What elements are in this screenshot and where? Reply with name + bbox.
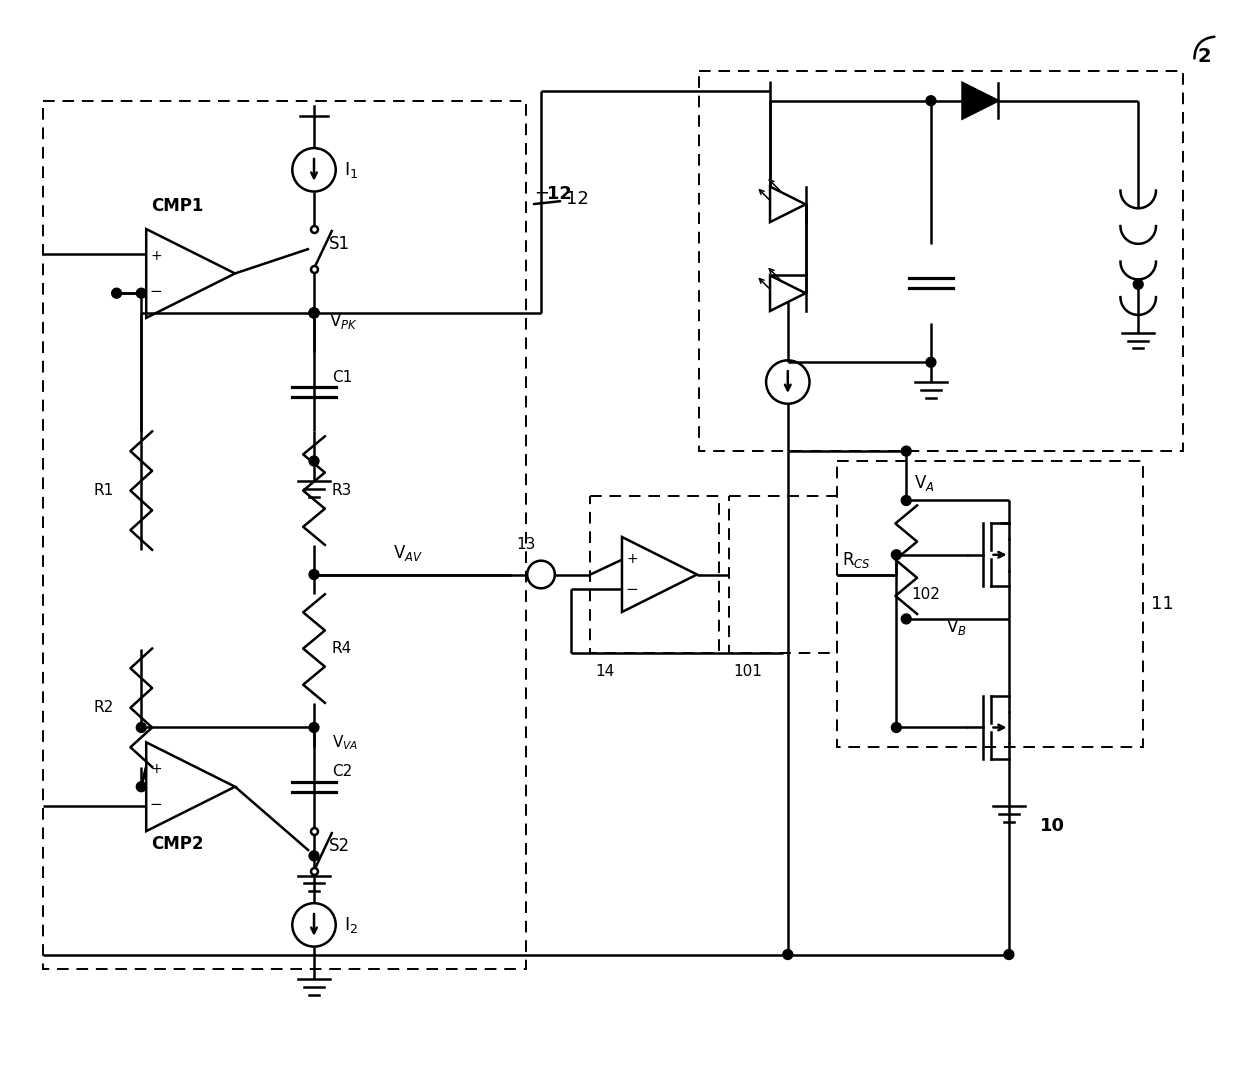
Text: 13: 13 [516, 538, 536, 553]
Circle shape [309, 456, 319, 466]
Text: 12: 12 [534, 190, 589, 208]
Text: 10: 10 [1039, 818, 1064, 835]
Text: 101: 101 [734, 664, 763, 679]
Bar [837, 461, 1143, 747]
Text: R1: R1 [94, 483, 114, 498]
Text: V$_{VA}$: V$_{VA}$ [332, 733, 358, 752]
Circle shape [926, 357, 936, 367]
Text: CMP2: CMP2 [151, 835, 203, 853]
Text: V$_B$: V$_B$ [946, 617, 966, 636]
Circle shape [901, 446, 911, 456]
Circle shape [309, 851, 319, 861]
Circle shape [136, 782, 146, 792]
Bar [590, 496, 719, 653]
Text: 11: 11 [1151, 596, 1174, 613]
Text: −: − [150, 797, 162, 812]
Text: CMP1: CMP1 [151, 197, 203, 216]
Text: S1: S1 [329, 235, 350, 253]
Polygon shape [770, 276, 806, 311]
Polygon shape [770, 187, 806, 222]
Text: ─12: ─12 [536, 186, 572, 204]
Text: −: − [150, 283, 162, 298]
Text: S2: S2 [329, 837, 350, 855]
Text: R4: R4 [332, 641, 352, 656]
Text: I$_1$: I$_1$ [343, 160, 358, 180]
Text: R$_{CS}$: R$_{CS}$ [842, 549, 870, 570]
Text: C1: C1 [332, 369, 352, 384]
Circle shape [901, 614, 911, 623]
Circle shape [309, 722, 319, 733]
Circle shape [782, 950, 792, 959]
Text: +: + [626, 553, 637, 567]
Text: +: + [150, 249, 162, 263]
Bar [42, 101, 526, 969]
Circle shape [892, 722, 901, 733]
Circle shape [112, 289, 122, 298]
Text: V$_A$: V$_A$ [914, 473, 935, 493]
Text: R2: R2 [94, 701, 114, 716]
Circle shape [136, 289, 146, 298]
Circle shape [926, 95, 936, 105]
Text: C2: C2 [332, 764, 352, 779]
Text: 102: 102 [911, 587, 940, 602]
Circle shape [901, 496, 911, 505]
Bar [699, 71, 1183, 451]
Text: 2: 2 [1198, 47, 1211, 65]
Text: +: + [150, 762, 162, 776]
Text: 14: 14 [595, 664, 615, 679]
Circle shape [309, 308, 319, 318]
Text: R3: R3 [332, 483, 352, 498]
Text: I$_2$: I$_2$ [343, 915, 358, 935]
Circle shape [309, 308, 319, 318]
Circle shape [1004, 950, 1014, 959]
Polygon shape [962, 83, 998, 118]
Circle shape [309, 308, 319, 318]
Text: V$_{AV}$: V$_{AV}$ [393, 543, 423, 562]
Circle shape [309, 570, 319, 579]
Text: V$_{PK}$: V$_{PK}$ [329, 311, 358, 330]
Circle shape [136, 722, 146, 733]
Circle shape [1133, 279, 1143, 290]
Circle shape [892, 549, 901, 560]
Text: −: − [625, 582, 639, 597]
Bar [729, 496, 837, 653]
